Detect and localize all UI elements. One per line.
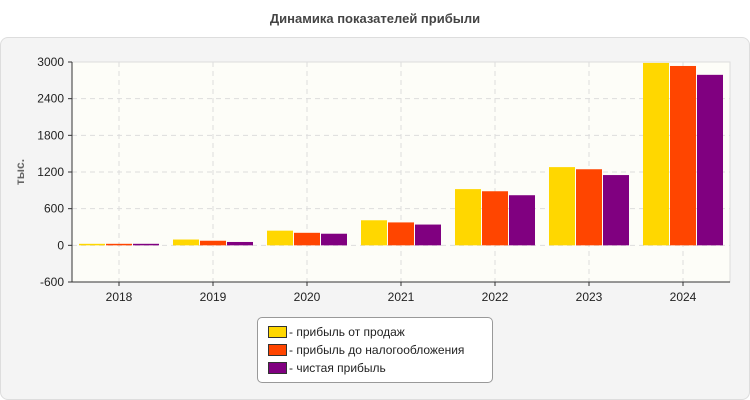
y-tick-label: 0 [57, 238, 64, 252]
bar-2020-2 [294, 232, 320, 246]
bar-2019-1 [173, 239, 199, 246]
legend-swatch [268, 326, 287, 338]
x-tick-label: 2023 [576, 290, 603, 304]
y-axis-label: тыс. [13, 159, 27, 185]
legend: - прибыль от продаж - прибыль до налогоо… [257, 317, 493, 383]
bar-2019-2 [200, 240, 226, 246]
bar-2021-3 [415, 224, 441, 246]
bar-2018-1 [79, 243, 105, 246]
x-tick-label: 2020 [294, 290, 321, 304]
bar-2023-2 [576, 169, 602, 246]
bar-2023-1 [549, 167, 575, 246]
bar-2022-3 [509, 195, 535, 246]
y-tick-label: 2400 [37, 92, 64, 106]
chart-title: Динамика показателей прибыли [269, 11, 481, 26]
legend-label: - прибыль от продаж [289, 325, 405, 339]
bar-2022-1 [455, 189, 481, 246]
bar-2020-1 [267, 230, 293, 246]
bar-2024-1 [643, 62, 669, 246]
y-tick-label: -600 [40, 275, 64, 289]
legend-label: - чистая прибыль [289, 361, 386, 375]
y-tick-label: 1800 [37, 128, 64, 142]
bar-2020-3 [321, 233, 347, 246]
x-tick-label: 2019 [200, 290, 227, 304]
bar-2018-3 [133, 243, 159, 246]
bar-2021-2 [388, 222, 414, 246]
y-tick-label: 600 [44, 202, 64, 216]
legend-swatch [268, 344, 287, 356]
y-tick-label: 3000 [37, 55, 64, 69]
legend-item: - прибыль от продаж [268, 324, 405, 340]
bar-2018-2 [106, 243, 132, 246]
x-tick-label: 2024 [670, 290, 697, 304]
bar-2022-2 [482, 191, 508, 246]
legend-swatch [268, 362, 287, 374]
bar-2024-3 [697, 74, 723, 246]
bar-2024-2 [670, 65, 696, 246]
legend-item: - прибыль до налогообложения [268, 342, 464, 358]
y-tick-label: 1200 [37, 165, 64, 179]
x-tick-label: 2018 [106, 290, 133, 304]
bar-2023-3 [603, 175, 629, 246]
x-tick-label: 2022 [482, 290, 509, 304]
legend-item: - чистая прибыль [268, 360, 386, 376]
legend-label: - прибыль до налогообложения [289, 343, 465, 357]
bar-2019-3 [227, 241, 253, 246]
bar-2021-1 [361, 220, 387, 246]
x-tick-label: 2021 [388, 290, 415, 304]
